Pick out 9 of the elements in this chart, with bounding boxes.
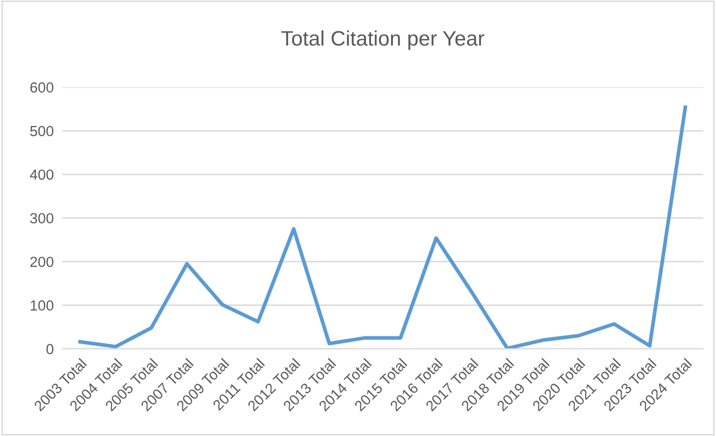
y-tick-label: 200 — [30, 256, 54, 268]
y-tick-label: 100 — [30, 300, 54, 311]
y-tick-label: 600 — [30, 82, 54, 93]
y-tick-label: 300 — [30, 213, 54, 224]
y-tick-label: 400 — [30, 170, 54, 180]
line-series — [78, 105, 688, 349]
chart-title: Total Citation per Year — [281, 30, 484, 50]
y-tick-label: 0 — [46, 344, 54, 354]
y-tick-label: 500 — [30, 126, 54, 136]
